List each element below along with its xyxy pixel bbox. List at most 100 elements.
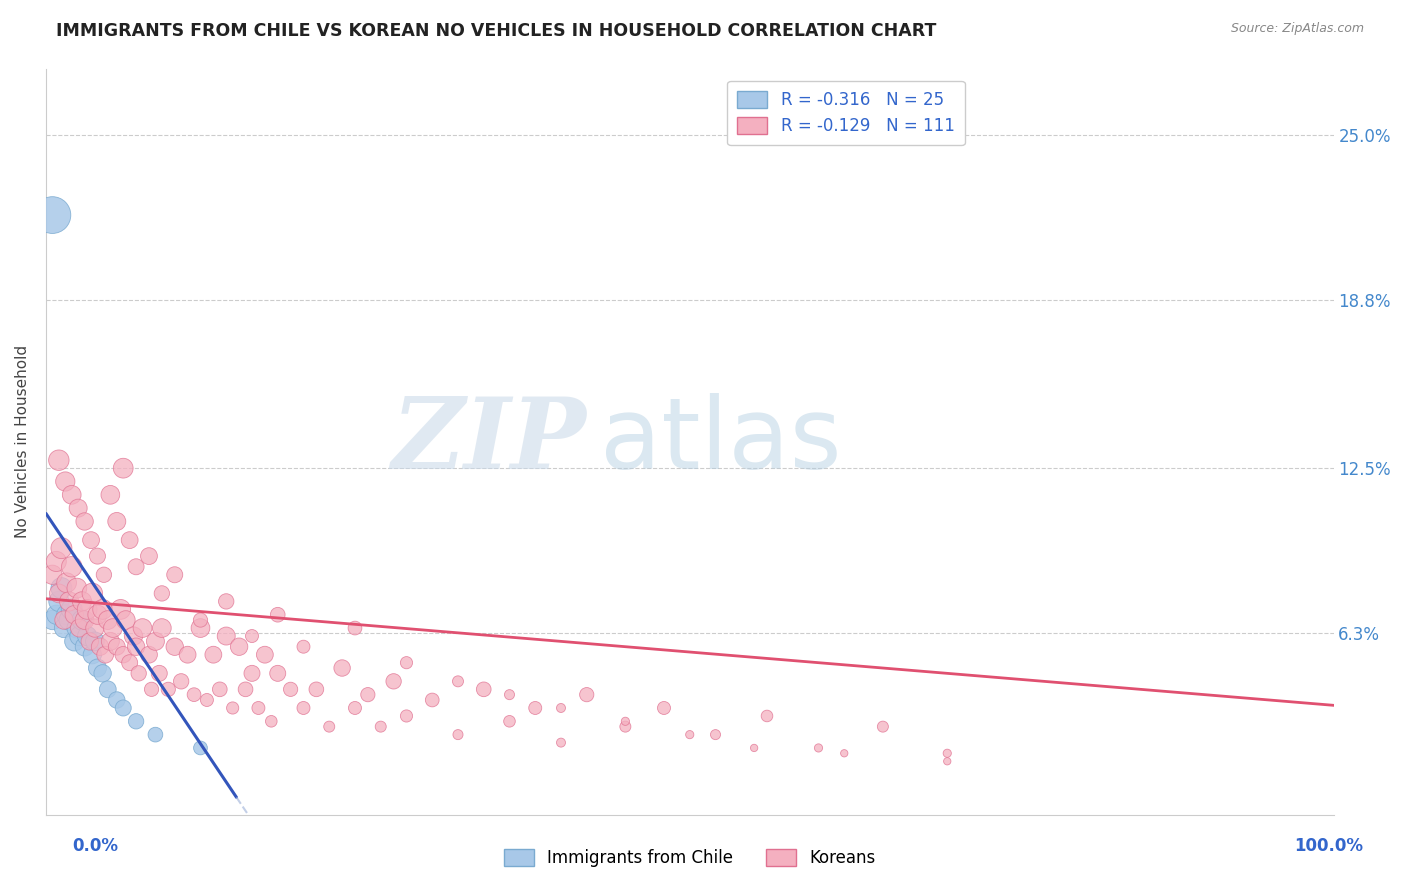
Point [76, 602, 98, 616]
Point [215, 629, 238, 643]
Point [60, 488, 83, 502]
Point [48, 453, 70, 467]
Text: 0.0%: 0.0% [73, 837, 118, 855]
Point [66, 621, 89, 635]
Point [832, 746, 855, 760]
Point [73, 640, 96, 654]
Point [98, 634, 121, 648]
Point [86, 607, 108, 622]
Point [170, 674, 193, 689]
Point [370, 720, 392, 734]
Point [86, 549, 108, 563]
Point [343, 701, 366, 715]
Point [756, 709, 779, 723]
Point [110, 602, 132, 616]
Point [395, 656, 418, 670]
Point [157, 682, 180, 697]
Point [420, 693, 443, 707]
Point [94, 648, 117, 662]
Text: IMMIGRANTS FROM CHILE VS KOREAN NO VEHICLES IN HOUSEHOLD CORRELATION CHART: IMMIGRANTS FROM CHILE VS KOREAN NO VEHIC… [56, 22, 936, 40]
Point [58, 594, 80, 608]
Point [163, 567, 186, 582]
Point [80, 533, 103, 548]
Point [447, 674, 470, 689]
Point [53, 475, 76, 489]
Point [48, 586, 70, 600]
Text: atlas: atlas [599, 393, 841, 490]
Point [66, 581, 89, 595]
Point [936, 754, 959, 768]
Point [112, 648, 135, 662]
Point [524, 701, 547, 715]
Point [79, 634, 101, 648]
Point [447, 728, 470, 742]
Point [125, 714, 148, 729]
Point [148, 666, 170, 681]
Y-axis label: No Vehicles in Household: No Vehicles in Household [15, 345, 30, 538]
Point [330, 661, 353, 675]
Point [176, 648, 198, 662]
Point [82, 586, 104, 600]
Point [498, 714, 520, 729]
Point [292, 701, 315, 715]
Point [69, 629, 91, 643]
Point [575, 688, 598, 702]
Point [247, 701, 270, 715]
Point [228, 640, 250, 654]
Point [150, 586, 173, 600]
Point [550, 736, 572, 750]
Point [215, 594, 238, 608]
Point [141, 682, 163, 697]
Point [267, 666, 290, 681]
Point [114, 613, 136, 627]
Point [82, 648, 104, 662]
Point [704, 728, 727, 742]
Point [240, 666, 263, 681]
Point [60, 602, 83, 616]
Point [118, 533, 141, 548]
Point [60, 559, 83, 574]
Text: 100.0%: 100.0% [1294, 837, 1364, 855]
Legend: R = -0.316   N = 25, R = -0.129   N = 111: R = -0.316 N = 25, R = -0.129 N = 111 [727, 80, 965, 145]
Point [101, 621, 124, 635]
Point [122, 629, 145, 643]
Point [45, 554, 67, 568]
Point [240, 629, 263, 643]
Point [267, 607, 290, 622]
Point [91, 602, 114, 616]
Point [41, 208, 63, 222]
Point [190, 741, 212, 756]
Point [48, 594, 70, 608]
Point [70, 613, 93, 627]
Point [53, 621, 76, 635]
Point [63, 634, 86, 648]
Point [472, 682, 495, 697]
Point [76, 629, 98, 643]
Point [305, 682, 328, 697]
Point [125, 559, 148, 574]
Point [69, 621, 91, 635]
Point [55, 575, 77, 590]
Point [208, 682, 231, 697]
Point [235, 682, 257, 697]
Point [742, 741, 765, 756]
Point [614, 714, 637, 729]
Point [183, 688, 205, 702]
Point [55, 607, 77, 622]
Point [138, 648, 160, 662]
Point [260, 714, 283, 729]
Point [67, 501, 90, 516]
Point [292, 640, 315, 654]
Point [125, 640, 148, 654]
Point [382, 674, 405, 689]
Point [105, 515, 128, 529]
Point [150, 621, 173, 635]
Point [63, 607, 86, 622]
Point [105, 640, 128, 654]
Point [89, 640, 111, 654]
Point [163, 640, 186, 654]
Point [51, 581, 73, 595]
Point [343, 621, 366, 635]
Point [83, 621, 105, 635]
Text: ZIP: ZIP [392, 393, 586, 490]
